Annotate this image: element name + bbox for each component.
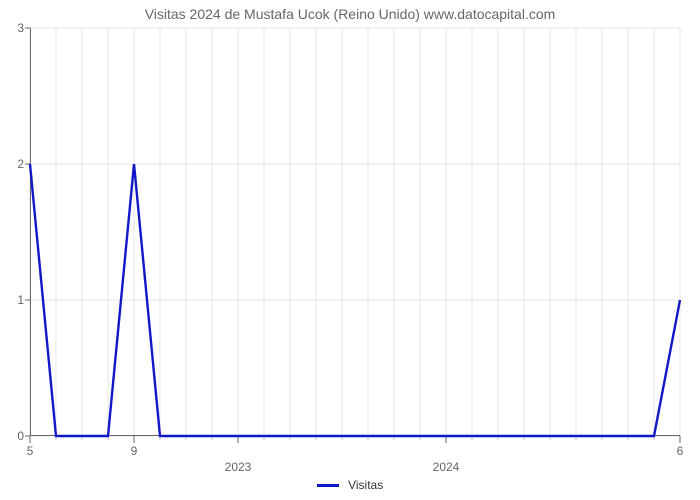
x-year-label: 2024 [433,460,460,474]
legend-swatch [317,484,339,487]
y-tick-label: 3 [6,21,24,35]
chart-svg [30,28,680,436]
x-tick-label: 9 [131,444,138,458]
x-tick-label: 6 [677,444,684,458]
chart-container: Visitas 2024 de Mustafa Ucok (Reino Unid… [0,0,700,500]
y-tick-label: 2 [6,157,24,171]
legend-label: Visitas [348,478,383,492]
legend: Visitas [0,478,700,492]
x-year-label: 2023 [225,460,252,474]
plot-area [30,28,680,436]
y-tick-label: 0 [6,429,24,443]
chart-title: Visitas 2024 de Mustafa Ucok (Reino Unid… [0,6,700,22]
x-tick-label: 5 [27,444,34,458]
y-tick-label: 1 [6,293,24,307]
